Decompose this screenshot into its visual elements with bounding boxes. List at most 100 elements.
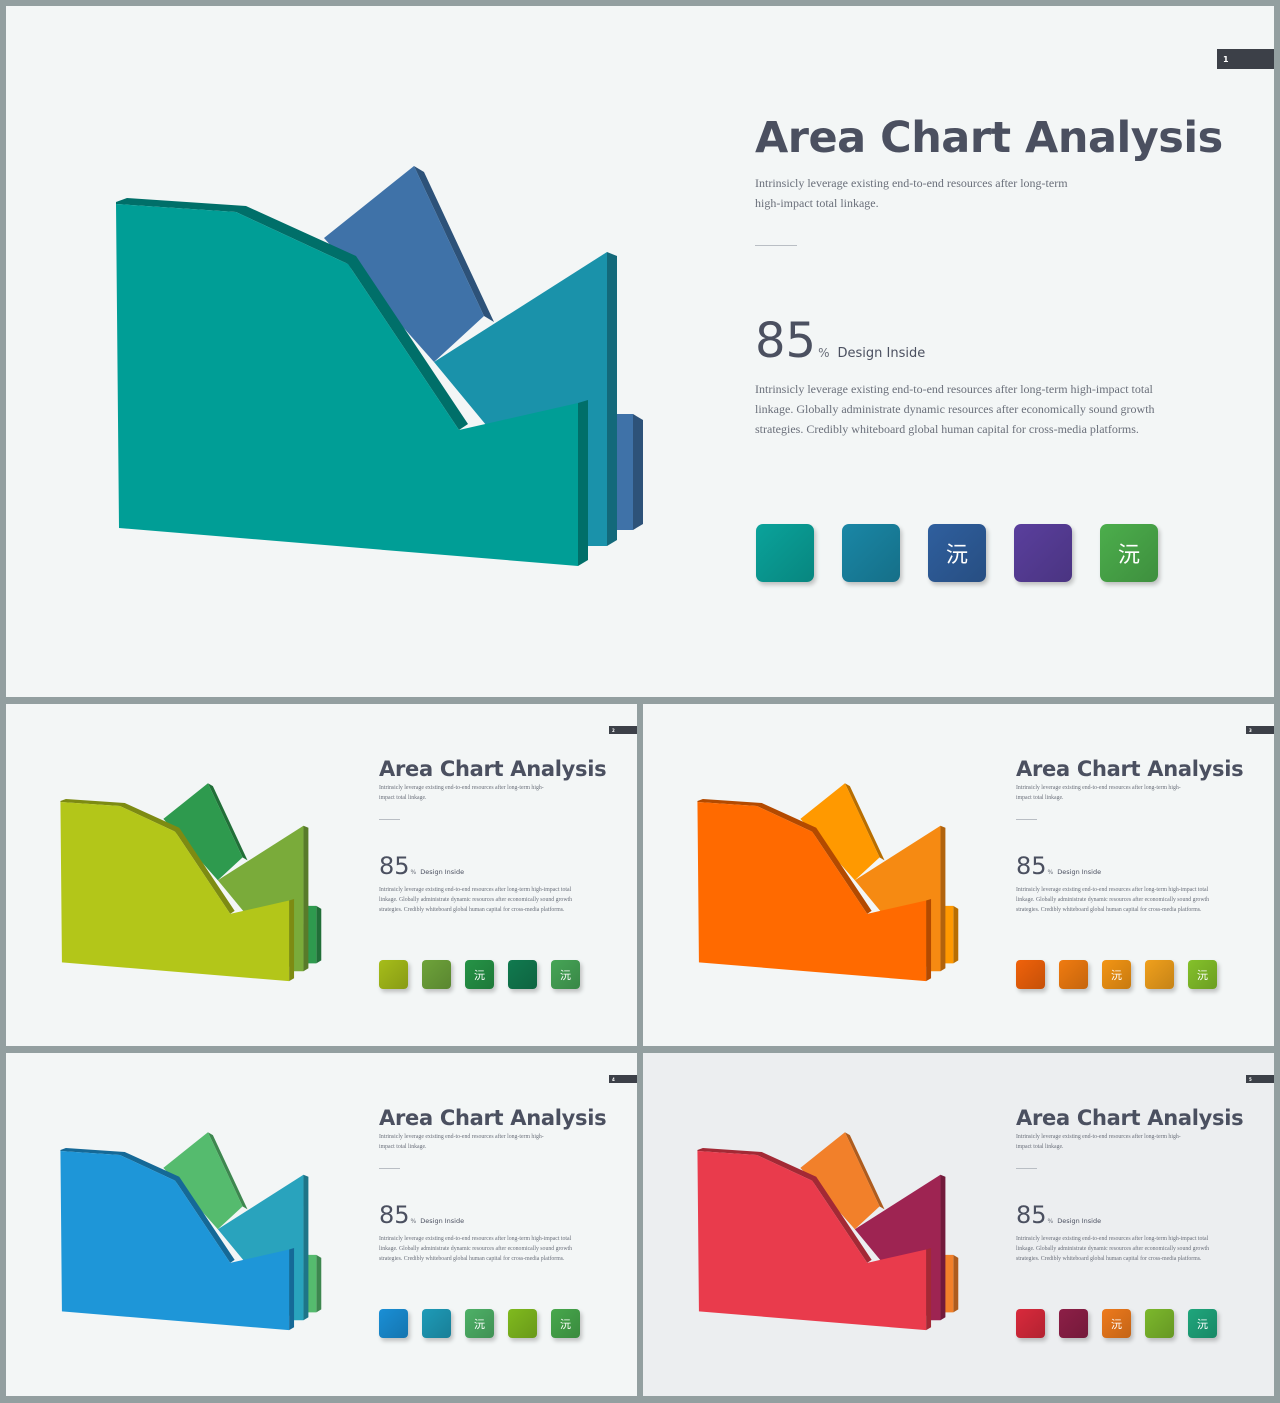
stat-unit: % <box>410 1218 417 1225</box>
icon-tile-5: 沅 <box>551 960 580 989</box>
stat-label: Design Inside <box>420 1217 465 1225</box>
slide-title: Area Chart Analysis <box>1016 1106 1244 1130</box>
slide-subtitle: Intrinsicly leverage existing end-to-end… <box>1016 785 1181 801</box>
back-area-side <box>844 1132 885 1210</box>
right-block-side <box>316 1254 322 1313</box>
icon-tile-4 <box>508 960 537 989</box>
front-area <box>116 204 578 566</box>
divider <box>755 245 797 246</box>
slide-title: Area Chart Analysis <box>1016 757 1244 781</box>
body-text: Intrinsicly leverage existing end-to-end… <box>1016 1236 1210 1262</box>
stat-row: 85 % Design Inside <box>755 316 1175 366</box>
icon-tile-1 <box>379 1309 408 1338</box>
icon-tile-2 <box>422 1309 451 1338</box>
icon-tile-4 <box>1145 1309 1174 1338</box>
stat-value: 85 <box>379 852 410 880</box>
body-text: Intrinsicly leverage existing end-to-end… <box>1016 887 1210 913</box>
icon-tile-2 <box>1059 960 1088 989</box>
front-area <box>697 801 927 982</box>
divider <box>379 819 400 820</box>
back-area-side <box>844 783 885 861</box>
icon-tile-3: 沅 <box>1102 1309 1131 1338</box>
stat-label: Design Inside <box>420 868 465 876</box>
icon-tile-2 <box>422 960 451 989</box>
slide-title: Area Chart Analysis <box>379 757 607 781</box>
back-area-side <box>414 166 494 322</box>
text-block: Area Chart Analysis Intrinsicly leverage… <box>1016 1104 1244 1264</box>
back-area <box>800 783 880 881</box>
mid-area-side <box>607 252 617 546</box>
stat-unit: % <box>410 869 417 876</box>
front-area-side <box>926 899 932 982</box>
icon-row: 沅 沅 <box>1016 1309 1217 1338</box>
icon-tile-3: 沅 <box>465 960 494 989</box>
icon-tile-5: 沅 <box>1188 1309 1217 1338</box>
area-chart-graphic <box>643 704 973 1046</box>
mid-area-side <box>303 1174 309 1321</box>
slide-title: Area Chart Analysis <box>755 113 1223 163</box>
back-area <box>800 1132 880 1230</box>
stat-value: 85 <box>1016 1201 1047 1229</box>
right-block <box>614 414 633 530</box>
slide-subtitle: Intrinsicly leverage existing end-to-end… <box>755 176 1068 210</box>
icon-tile-1 <box>1016 1309 1045 1338</box>
body-text: Intrinsicly leverage existing end-to-end… <box>379 1236 573 1262</box>
slide-5: 5 Area Chart Analysis Intrinsicly levera… <box>643 1053 1274 1396</box>
icon-tile-1 <box>379 960 408 989</box>
icon-row: 沅 沅 <box>756 524 1158 582</box>
text-block: Area Chart Analysis Intrinsicly leverage… <box>379 1104 607 1264</box>
slide-subtitle: Intrinsicly leverage existing end-to-end… <box>379 1134 544 1150</box>
right-block <box>943 1254 954 1313</box>
stat-label: Design Inside <box>1057 1217 1102 1225</box>
stat-row: 85 % Design Inside <box>379 854 589 879</box>
mid-area-side <box>940 1174 946 1321</box>
icon-tile-3: 沅 <box>465 1309 494 1338</box>
slide-title: Area Chart Analysis <box>379 1106 607 1130</box>
stat-row: 85 % Design Inside <box>1016 854 1226 879</box>
icon-tile-4 <box>1014 524 1072 582</box>
front-area <box>697 1150 927 1331</box>
icon-tile-5: 沅 <box>551 1309 580 1338</box>
right-block <box>306 1254 317 1313</box>
slide-1: 1 Area Chart Analysis Intrinsicly levera… <box>6 6 1274 697</box>
icon-tile-2 <box>842 524 900 582</box>
slide-subtitle: Intrinsicly leverage existing end-to-end… <box>1016 1134 1181 1150</box>
icon-tile-3: 沅 <box>928 524 986 582</box>
page-number: 4 <box>609 1075 637 1083</box>
stat-value: 85 <box>379 1201 410 1229</box>
back-area-side <box>207 783 248 861</box>
page-number: 5 <box>1246 1075 1274 1083</box>
stat-label: Design Inside <box>837 346 926 361</box>
right-block-side <box>953 905 959 964</box>
icon-tile-3: 沅 <box>1102 960 1131 989</box>
mid-area-side <box>303 825 309 972</box>
divider <box>1016 1168 1037 1169</box>
area-chart-graphic <box>6 704 336 1046</box>
icon-tile-5: 沅 <box>1100 524 1158 582</box>
back-area-side <box>207 1132 248 1210</box>
front-area <box>60 801 290 982</box>
right-block <box>943 905 954 964</box>
area-chart-graphic <box>6 6 666 697</box>
icon-tile-4 <box>1145 960 1174 989</box>
stat-unit: % <box>818 346 830 360</box>
divider <box>1016 819 1037 820</box>
divider <box>379 1168 400 1169</box>
stat-unit: % <box>1047 869 1054 876</box>
right-block-side <box>316 905 322 964</box>
slide-4: 4 Area Chart Analysis Intrinsicly levera… <box>6 1053 637 1396</box>
icon-tile-4 <box>508 1309 537 1338</box>
front-area-side <box>578 400 588 566</box>
right-block <box>306 905 317 964</box>
front-area-side <box>926 1248 932 1331</box>
slide-subtitle: Intrinsicly leverage existing end-to-end… <box>379 785 544 801</box>
back-area <box>324 166 484 362</box>
stat-label: Design Inside <box>1057 868 1102 876</box>
stat-value: 85 <box>1016 852 1047 880</box>
icon-row: 沅 沅 <box>379 1309 580 1338</box>
stat-value: 85 <box>755 313 817 369</box>
body-text: Intrinsicly leverage existing end-to-end… <box>379 887 573 913</box>
page-number: 2 <box>609 726 637 734</box>
stat-row: 85 % Design Inside <box>1016 1203 1226 1228</box>
text-block: Area Chart Analysis Intrinsicly leverage… <box>755 110 1223 439</box>
